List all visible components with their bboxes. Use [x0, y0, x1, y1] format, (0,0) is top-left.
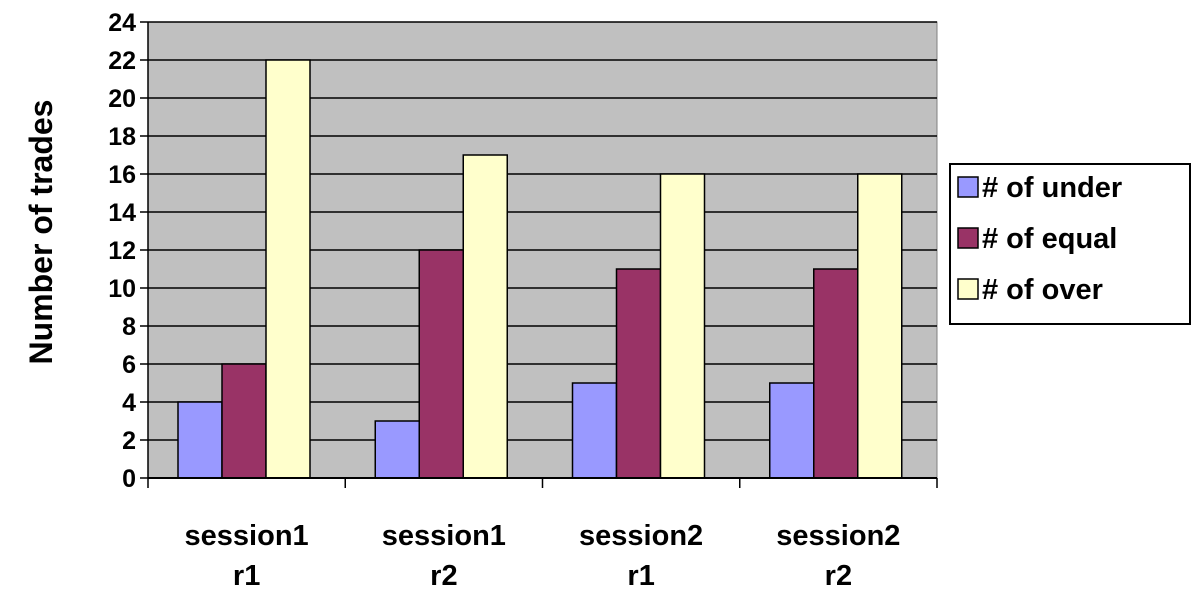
x-tick-label: session2: [579, 520, 703, 552]
y-tick-label: 20: [108, 85, 136, 113]
bar-of-over: [462, 154, 508, 479]
x-tick-labels: session1 r1 session1 r2 session2 r1 session2 r2: [185, 520, 901, 592]
y-tick-label: 18: [108, 123, 136, 151]
legend-swatch: [957, 278, 979, 300]
bar-of-under: [769, 382, 815, 479]
y-tick-label: 8: [122, 313, 136, 341]
bar-of-equal: [615, 268, 662, 479]
legend-label: # of equal: [982, 223, 1117, 255]
bar-of-equal: [221, 363, 267, 479]
y-tick-label: 10: [108, 275, 136, 303]
x-tick-label: session1: [382, 520, 506, 552]
legend: # of under # of equal # of over: [949, 163, 1191, 325]
y-tick-label: 14: [108, 199, 136, 227]
x-tick-label: r2: [430, 560, 457, 592]
bar-of-over: [857, 173, 903, 479]
legend-label: # of under: [982, 172, 1122, 204]
axes: [140, 21, 938, 488]
x-tick-label: session1: [185, 520, 309, 552]
y-tick-label: 4: [122, 389, 136, 417]
y-tick-label: 16: [108, 161, 136, 189]
x-tick-label: r2: [825, 560, 852, 592]
y-tick-label: 22: [108, 47, 136, 75]
y-tick-label: 12: [108, 237, 136, 265]
y-axis-label: Number of trades: [23, 100, 59, 365]
x-tick-label: r1: [233, 560, 260, 592]
bar-of-over: [659, 173, 706, 479]
legend-box: [949, 163, 1191, 325]
bar-of-under: [374, 420, 420, 479]
bar-of-equal: [813, 268, 859, 479]
y-tick-label: 0: [122, 465, 136, 493]
y-tick-label: 2: [122, 427, 136, 455]
legend-swatch: [957, 227, 979, 249]
bar-of-over: [265, 59, 311, 479]
legend-swatch: [957, 176, 979, 198]
x-tick-label: r1: [627, 560, 654, 592]
y-tick-label: 6: [122, 351, 136, 379]
bar-of-under: [571, 382, 618, 479]
bar-of-equal: [418, 249, 464, 479]
y-tick-label: 24: [108, 9, 136, 37]
bars: [177, 59, 903, 479]
x-tick-label: session2: [776, 520, 900, 552]
bar-of-under: [177, 401, 223, 479]
legend-label: # of over: [982, 274, 1103, 306]
